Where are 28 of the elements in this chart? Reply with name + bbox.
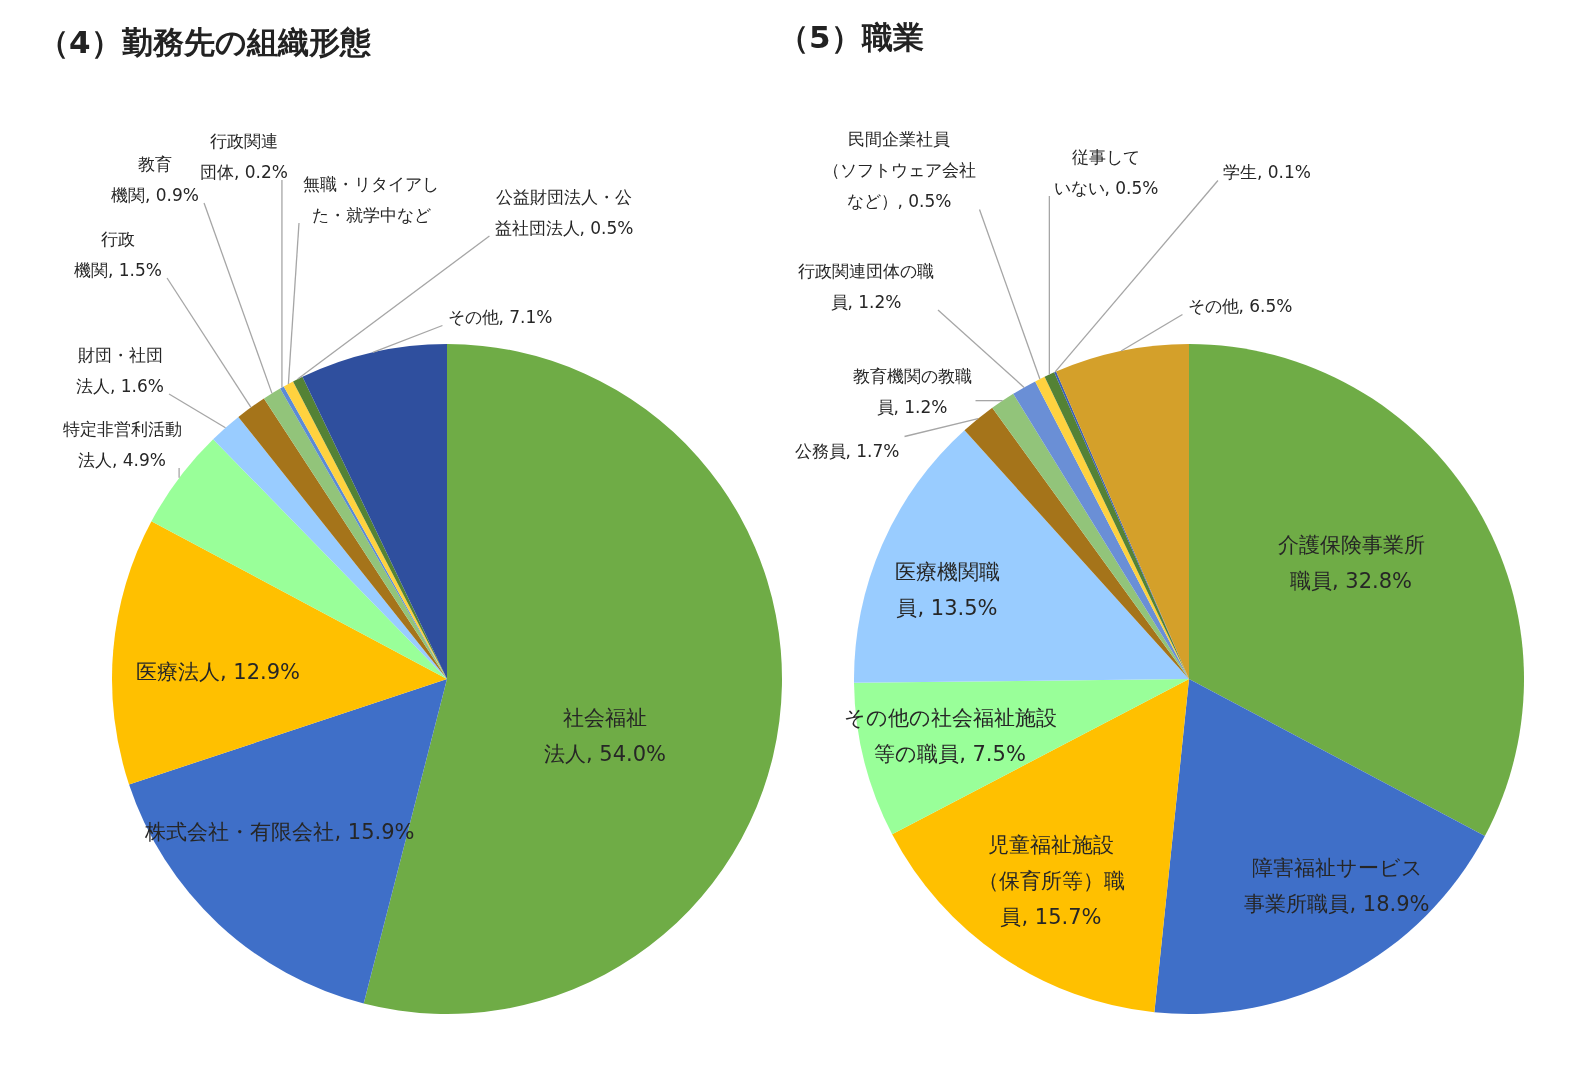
- slice-label: 民間企業社員（ソフトウェア会社など）, 0.5%: [822, 129, 976, 211]
- slice-label: 行政関連団体, 0.2%: [200, 130, 288, 182]
- slice-label: 行政関連団体の職員, 1.2%: [798, 260, 934, 312]
- slice-label: 行政機関, 1.5%: [74, 228, 162, 280]
- slice-label: 無職・リタイアした・就学中など: [303, 173, 439, 225]
- slice-label: 教育機関, 0.9%: [111, 153, 199, 205]
- pie-slice: [1189, 344, 1524, 837]
- pie-slice: [1154, 679, 1485, 1014]
- slice-label: 障害福祉サービス事業所職員, 18.9%: [1244, 856, 1430, 916]
- chart-title: （5）職業: [778, 19, 924, 55]
- chart-title: （4）勤務先の組織形態: [38, 24, 371, 60]
- slice-label: 財団・社団法人, 1.6%: [76, 344, 164, 396]
- slice-label: 介護保険事業所職員, 32.8%: [1277, 533, 1425, 593]
- slice-label: その他, 6.5%: [1187, 296, 1293, 316]
- pie-slice: [854, 430, 1189, 683]
- slice-label: 児童福祉施設（保育所等）職員, 15.7%: [977, 833, 1125, 929]
- slice-label: 従事していない, 0.5%: [1053, 146, 1159, 198]
- slice-label: その他の社会福祉施設等の職員, 7.5%: [843, 706, 1057, 766]
- slice-label: 教育機関の教職員, 1.2%: [852, 365, 972, 417]
- slice-label: 公務員, 1.7%: [794, 441, 900, 461]
- slice-label: その他, 7.1%: [447, 307, 553, 327]
- slice-label: 学生, 0.1%: [1223, 162, 1311, 182]
- slice-label: 特定非営利活動法人, 4.9%: [62, 418, 182, 470]
- slice-label: 医療機関職員, 13.5%: [894, 560, 1000, 620]
- pie-slice: [112, 521, 447, 785]
- slice-label: 社会福祉法人, 54.0%: [543, 706, 667, 766]
- slice-label: 医療法人, 12.9%: [135, 660, 301, 684]
- slice-label: 公益財団法人・公益社団法人, 0.5%: [494, 186, 634, 238]
